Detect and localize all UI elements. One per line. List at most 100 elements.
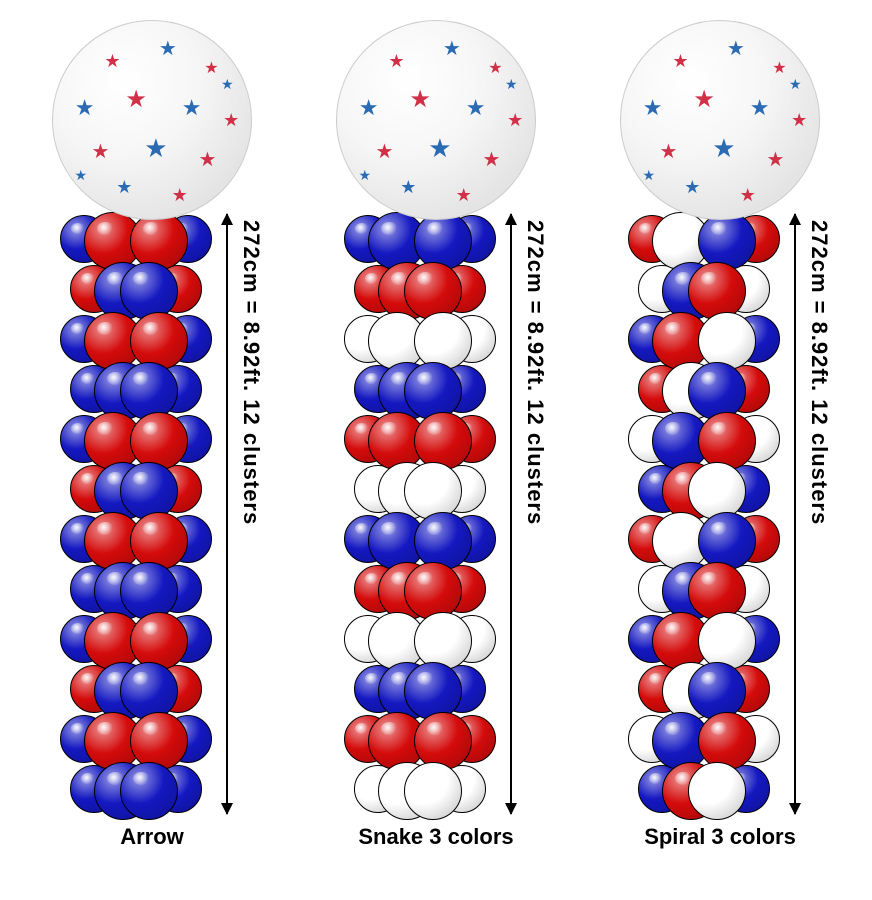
cluster-row	[340, 414, 500, 464]
star-icon: ★	[712, 135, 735, 161]
dimension-line: 272cm = 8.92ft. 12 clusters	[222, 214, 248, 814]
cluster-row	[56, 614, 216, 664]
star-icon: ★	[172, 186, 188, 204]
cluster-row	[56, 714, 216, 764]
cluster-row	[624, 514, 784, 564]
cluster-row	[340, 364, 500, 414]
cluster-row	[624, 214, 784, 264]
balloon	[414, 212, 472, 270]
star-icon: ★	[92, 142, 110, 162]
star-icon: ★	[358, 168, 371, 182]
balloon	[698, 512, 756, 570]
cluster-row	[340, 514, 500, 564]
star-icon: ★	[791, 111, 807, 129]
cluster-row	[340, 764, 500, 814]
star-icon: ★	[75, 97, 95, 119]
balloon	[688, 362, 746, 420]
cluster-row	[56, 664, 216, 714]
cluster-row	[56, 314, 216, 364]
cluster-row	[56, 364, 216, 414]
star-icon: ★	[507, 111, 523, 129]
column-caption: Arrow	[120, 824, 184, 850]
star-icon: ★	[182, 97, 202, 119]
balloon	[120, 262, 178, 320]
balloon	[414, 712, 472, 770]
cluster-row	[340, 664, 500, 714]
dimension-label: 272cm = 8.92ft. 12 clusters	[806, 220, 832, 525]
balloon	[404, 362, 462, 420]
star-icon: ★	[750, 97, 770, 119]
star-icon: ★	[159, 39, 177, 59]
cluster-row	[624, 364, 784, 414]
clusters	[340, 214, 500, 814]
star-icon: ★	[388, 52, 404, 70]
star-icon: ★	[74, 168, 87, 182]
column-body: 272cm = 8.92ft. 12 clusters	[56, 214, 248, 814]
star-icon: ★	[443, 39, 461, 59]
star-icon: ★	[482, 150, 500, 170]
star-icon: ★	[466, 97, 486, 119]
star-icon: ★	[672, 52, 688, 70]
star-icon: ★	[198, 150, 216, 170]
cluster-row	[56, 264, 216, 314]
balloon	[404, 262, 462, 320]
balloon-column-spiral: ★★★★★★★★★★★★★★272cm = 8.92ft. 12 cluster…	[620, 20, 820, 850]
topper-balloon: ★★★★★★★★★★★★★★	[620, 20, 820, 220]
star-icon: ★	[456, 186, 472, 204]
cluster-row	[340, 214, 500, 264]
cluster-row	[624, 614, 784, 664]
column-body: 272cm = 8.92ft. 12 clusters	[624, 214, 816, 814]
star-icon: ★	[505, 77, 518, 91]
star-icon: ★	[789, 77, 802, 91]
star-icon: ★	[359, 97, 379, 119]
cluster-row	[624, 564, 784, 614]
cluster-row	[624, 314, 784, 364]
balloon	[120, 562, 178, 620]
balloon	[414, 612, 472, 670]
balloon	[688, 762, 746, 820]
column-body: 272cm = 8.92ft. 12 clusters	[340, 214, 532, 814]
star-icon: ★	[144, 135, 167, 161]
cluster-row	[340, 564, 500, 614]
clusters	[624, 214, 784, 814]
star-icon: ★	[400, 178, 416, 196]
star-icon: ★	[772, 61, 786, 77]
balloon	[698, 312, 756, 370]
balloon	[130, 512, 188, 570]
star-icon: ★	[104, 52, 120, 70]
star-icon: ★	[766, 150, 784, 170]
star-icon: ★	[204, 61, 218, 77]
star-icon: ★	[116, 178, 132, 196]
cluster-row	[56, 464, 216, 514]
balloon	[688, 262, 746, 320]
star-icon: ★	[643, 97, 663, 119]
balloon	[698, 412, 756, 470]
star-icon: ★	[125, 88, 147, 112]
cluster-row	[56, 514, 216, 564]
star-icon: ★	[409, 88, 431, 112]
star-icon: ★	[642, 168, 655, 182]
star-icon: ★	[684, 178, 700, 196]
cluster-row	[340, 464, 500, 514]
star-icon: ★	[660, 142, 678, 162]
star-icon: ★	[727, 39, 745, 59]
dimension-line: 272cm = 8.92ft. 12 clusters	[790, 214, 816, 814]
dimension-label: 272cm = 8.92ft. 12 clusters	[522, 220, 548, 525]
balloon	[120, 662, 178, 720]
column-caption: Spiral 3 colors	[644, 824, 796, 850]
star-icon: ★	[488, 61, 502, 77]
cluster-row	[624, 714, 784, 764]
balloon-column-arrow: ★★★★★★★★★★★★★★272cm = 8.92ft. 12 cluster…	[52, 20, 252, 850]
balloon	[120, 462, 178, 520]
cluster-row	[56, 414, 216, 464]
topper-balloon: ★★★★★★★★★★★★★★	[336, 20, 536, 220]
dimension-label: 272cm = 8.92ft. 12 clusters	[238, 220, 264, 525]
star-icon: ★	[693, 88, 715, 112]
cluster-row	[624, 414, 784, 464]
balloon	[130, 612, 188, 670]
balloon	[120, 762, 178, 820]
topper-balloon: ★★★★★★★★★★★★★★	[52, 20, 252, 220]
balloon	[698, 612, 756, 670]
star-icon: ★	[376, 142, 394, 162]
balloon	[698, 712, 756, 770]
